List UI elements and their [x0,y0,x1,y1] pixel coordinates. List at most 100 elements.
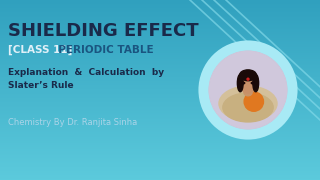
Bar [0,114,320,115]
Bar [0,86,320,87]
Bar [0,16,320,17]
Bar [0,93,320,94]
Bar [0,125,320,126]
Bar [0,3,320,4]
Bar [0,151,320,152]
Bar [0,82,320,83]
Bar [0,88,320,89]
Bar [0,115,320,116]
Bar [0,18,320,19]
Text: PERIODIC TABLE: PERIODIC TABLE [51,45,154,55]
Bar [0,117,320,118]
Bar [0,146,320,147]
Bar [0,105,320,106]
Bar [0,52,320,53]
Bar [0,142,320,143]
Ellipse shape [219,86,277,121]
Bar [0,104,320,105]
Bar [0,169,320,170]
Bar [0,30,320,31]
Bar [0,44,320,45]
Bar [0,43,320,44]
Bar [0,139,320,140]
Bar [0,62,320,63]
Circle shape [209,51,287,129]
Bar [0,5,320,6]
Bar [0,168,320,169]
Bar [0,157,320,158]
Bar [0,138,320,139]
Bar [0,61,320,62]
Bar [0,50,320,51]
Bar [0,87,320,88]
Bar [0,107,320,108]
Bar [0,67,320,68]
Bar [0,57,320,58]
Ellipse shape [240,73,256,93]
Bar [0,123,320,124]
Bar [0,159,320,160]
Bar [0,89,320,90]
Bar [0,155,320,156]
Bar [0,42,320,43]
Bar [0,143,320,144]
Text: Chemistry By Dr. Ranjita Sinha: Chemistry By Dr. Ranjita Sinha [8,118,137,127]
Bar [0,131,320,132]
Bar [0,167,320,168]
Text: [CLASS 11]: [CLASS 11] [8,45,72,55]
Bar [0,130,320,131]
Bar [0,166,320,167]
Bar [0,60,320,61]
Ellipse shape [244,88,252,96]
Bar [0,96,320,97]
Bar [0,122,320,123]
Bar [0,10,320,11]
Bar [0,179,320,180]
Bar [0,59,320,60]
Bar [0,22,320,23]
Bar [0,118,320,119]
Bar [0,119,320,120]
Bar [0,48,320,49]
Bar [0,126,320,127]
Bar [0,121,320,122]
Bar [0,12,320,13]
Bar [0,11,320,12]
Bar [0,13,320,14]
Bar [0,124,320,125]
Bar [0,17,320,18]
Bar [0,55,320,56]
Bar [0,68,320,69]
Circle shape [209,51,287,129]
Bar [0,174,320,175]
Ellipse shape [223,93,273,122]
Bar [0,175,320,176]
Bar [0,134,320,135]
Ellipse shape [251,82,254,84]
Bar [0,21,320,22]
Bar [0,25,320,26]
Bar [0,29,320,30]
Ellipse shape [244,92,263,111]
Bar [0,71,320,72]
Bar [0,136,320,137]
Bar [0,65,320,66]
Bar [0,39,320,40]
Bar [0,4,320,5]
Bar [0,77,320,78]
Bar [0,164,320,165]
Circle shape [247,78,249,80]
Bar [0,36,320,37]
Bar [0,84,320,85]
Bar [0,79,320,80]
Bar [0,51,320,52]
Bar [0,41,320,42]
Ellipse shape [253,74,259,92]
Bar [0,112,320,113]
Bar [0,92,320,93]
Bar [0,53,320,54]
Bar [0,135,320,136]
Bar [0,94,320,95]
Bar [0,127,320,128]
Bar [0,63,320,64]
